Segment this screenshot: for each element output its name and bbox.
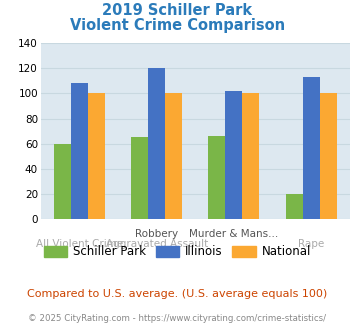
Text: All Violent Crime: All Violent Crime [36,239,123,249]
Legend: Schiller Park, Illinois, National: Schiller Park, Illinois, National [39,241,316,263]
Bar [320,93,337,219]
Text: Violent Crime Comparison: Violent Crime Comparison [70,18,285,33]
Bar [285,194,302,219]
Text: © 2025 CityRating.com - https://www.cityrating.com/crime-statistics/: © 2025 CityRating.com - https://www.city… [28,314,327,323]
Text: Compared to U.S. average. (U.S. average equals 100): Compared to U.S. average. (U.S. average … [27,289,328,299]
Bar [131,138,148,219]
Text: Rape: Rape [298,239,324,249]
Bar [54,144,71,219]
Text: Murder & Mans...: Murder & Mans... [189,229,278,239]
Bar [148,68,165,219]
Bar [302,77,320,219]
Text: 2019 Schiller Park: 2019 Schiller Park [103,3,252,18]
Bar [71,83,88,219]
Bar [165,93,182,219]
Bar [88,93,105,219]
Bar [208,136,225,219]
Bar [225,91,242,219]
Bar [242,93,260,219]
Text: Robbery: Robbery [135,229,178,239]
Text: Aggravated Assault: Aggravated Assault [105,239,208,249]
